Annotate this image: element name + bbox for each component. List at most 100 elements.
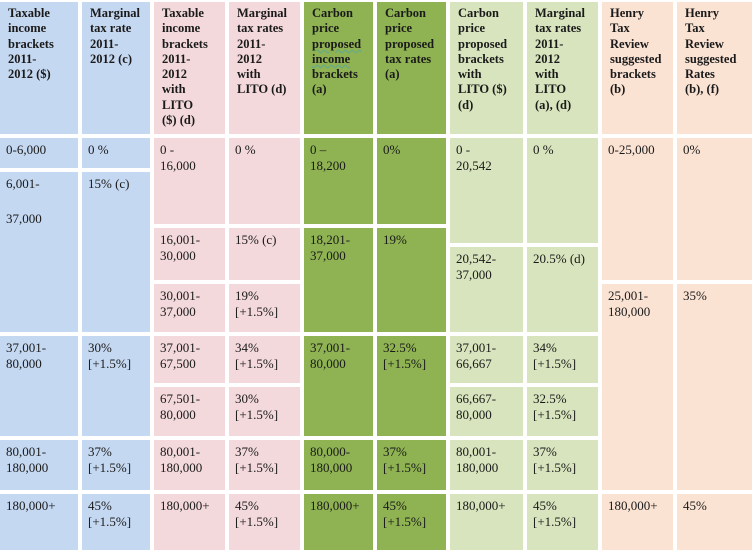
- cell-line: 180,000: [6, 459, 49, 475]
- header-line: (b), (f): [685, 82, 720, 97]
- header-line: LITO: [162, 97, 194, 112]
- cell-line: 180,000+: [310, 498, 360, 513]
- header-line: 2011-: [90, 36, 119, 51]
- cell-line: 0-6,000: [6, 142, 47, 157]
- header-line: 2012: [162, 67, 187, 81]
- header-line: (d): [458, 97, 474, 112]
- cell-line: 180,000+: [6, 498, 56, 513]
- table-cell: 25,001- 180,000: [602, 284, 673, 490]
- cell-line: 0 –: [310, 142, 327, 157]
- cell-line: 6,001-: [6, 176, 40, 191]
- header-line: income: [312, 51, 351, 66]
- header-line: Henry: [610, 6, 645, 20]
- column-header: Henry Tax Review suggested Rates (b), (f): [677, 2, 752, 134]
- header-line: LITO (d): [237, 82, 287, 97]
- table-cell: 180,000+: [450, 494, 523, 550]
- header-line: suggested: [685, 51, 737, 66]
- table-cell: 15% (c): [229, 228, 300, 280]
- header-line: price: [458, 21, 486, 36]
- header-line: (b): [610, 82, 626, 97]
- cell-line: 180,000: [310, 459, 353, 475]
- cell-line: 18,201-: [310, 232, 351, 247]
- cell-line: 34%: [533, 340, 557, 355]
- cell-line: 37,001-: [310, 340, 351, 355]
- header-line: Tax: [610, 21, 630, 36]
- cell-line: [+1.5%]: [533, 355, 577, 371]
- table-cell: 0 %: [229, 138, 300, 224]
- cell-line: 80,001-: [456, 444, 497, 459]
- header-line: Marginal: [535, 6, 585, 20]
- header-line: 2011-: [162, 51, 191, 66]
- table-cell: 19%: [377, 228, 446, 332]
- header-line: 2011-: [237, 36, 266, 51]
- cell-line: 180,000: [160, 459, 203, 475]
- cell-line: 180,000+: [608, 498, 658, 513]
- cell-line: 0-25,000: [608, 142, 655, 157]
- cell-line: [+1.5%]: [533, 406, 577, 422]
- table-cell: 0 -20,542: [450, 138, 523, 243]
- table-cell: 16,001- 30,000: [154, 228, 225, 280]
- cell-line: 37%: [235, 444, 259, 459]
- table-cell: 0 %: [82, 138, 150, 168]
- column-header: Taxable income brackets 2011- 2012 ($): [0, 2, 78, 134]
- cell-line: 80,000: [456, 406, 492, 422]
- cell-line: 0 -: [160, 142, 175, 157]
- table-cell: 80,001- 180,000: [450, 440, 523, 490]
- header-line: income: [162, 21, 201, 36]
- cell-line: 67,500: [160, 355, 196, 371]
- cell-line: [+1.5%]: [235, 406, 279, 422]
- cell-line: 34%: [235, 340, 259, 355]
- cell-line: [+1.5%]: [383, 355, 427, 371]
- header-line: proposed: [458, 36, 508, 51]
- cell-line: 45%: [88, 498, 112, 513]
- table-cell: 32.5% [+1.5%]: [527, 387, 598, 436]
- header-line: Taxable: [8, 6, 50, 20]
- table-cell: 80,001- 180,000: [0, 440, 78, 490]
- table-cell: 0%: [377, 138, 446, 224]
- table-cell: 20,542- 37,000: [450, 247, 523, 332]
- header-line: with: [535, 67, 559, 81]
- header-line: suggested: [610, 51, 662, 66]
- column-header: Carbon price proposed tax rates (a): [377, 2, 446, 134]
- header-line: LITO: [535, 82, 567, 97]
- cell-line: 37,001-: [456, 340, 497, 355]
- header-line: Henry: [685, 6, 720, 20]
- table-cell: 37% [+1.5%]: [229, 440, 300, 490]
- table-cell: 37,001- 67,500: [154, 336, 225, 383]
- cell-line: 32.5%: [533, 391, 567, 406]
- header-line: Marginal: [237, 6, 287, 20]
- table-cell: 80,001- 180,000: [154, 440, 225, 490]
- header-line: (a): [385, 67, 400, 81]
- table-cell: 19% [+1.5%]: [229, 284, 300, 332]
- cell-line: 32.5%: [383, 340, 417, 355]
- table-cell: 30% [+1.5%]: [82, 336, 150, 436]
- column-header: Marginal tax rate 2011- 2012 (c): [82, 2, 150, 134]
- table-cell: 32.5% [+1.5%]: [377, 336, 446, 436]
- header-line: brackets: [8, 36, 54, 51]
- cell-line: 19%: [383, 232, 407, 247]
- cell-line: 30,000: [160, 247, 196, 263]
- column-header: Marginal tax rates 2011- 2012 with LITO (a), (…: [527, 2, 598, 134]
- cell-line: 18,200: [310, 157, 346, 173]
- table-cell: 45% [+1.5%]: [527, 494, 598, 550]
- column-header: Carbon price proposed brackets with LITO ($)(…: [450, 2, 523, 134]
- cell-line: [+1.5%]: [88, 355, 132, 371]
- table-cell: 180,000+: [0, 494, 78, 550]
- cell-line: 45%: [533, 498, 557, 513]
- cell-line: 0 %: [533, 142, 554, 157]
- cell-line: 37,001-: [160, 340, 201, 355]
- header-line: with: [237, 67, 261, 81]
- table-cell: 35%: [677, 284, 752, 490]
- table-cell: 30% [+1.5%]: [229, 387, 300, 436]
- cell-line: 37%: [533, 444, 557, 459]
- header-line: brackets: [458, 51, 504, 66]
- header-line: Carbon: [312, 6, 353, 20]
- header-line: 2011-: [8, 51, 37, 66]
- cell-line: 15% (c): [235, 232, 277, 247]
- header-line: 2012 ($): [8, 67, 51, 81]
- cell-line: 0 %: [235, 142, 256, 157]
- table-cell: 34% [+1.5%]: [527, 336, 598, 383]
- header-line: LITO ($): [458, 82, 507, 97]
- cell-line: 30,001-: [160, 288, 201, 303]
- cell-line: [+1.5%]: [383, 513, 427, 529]
